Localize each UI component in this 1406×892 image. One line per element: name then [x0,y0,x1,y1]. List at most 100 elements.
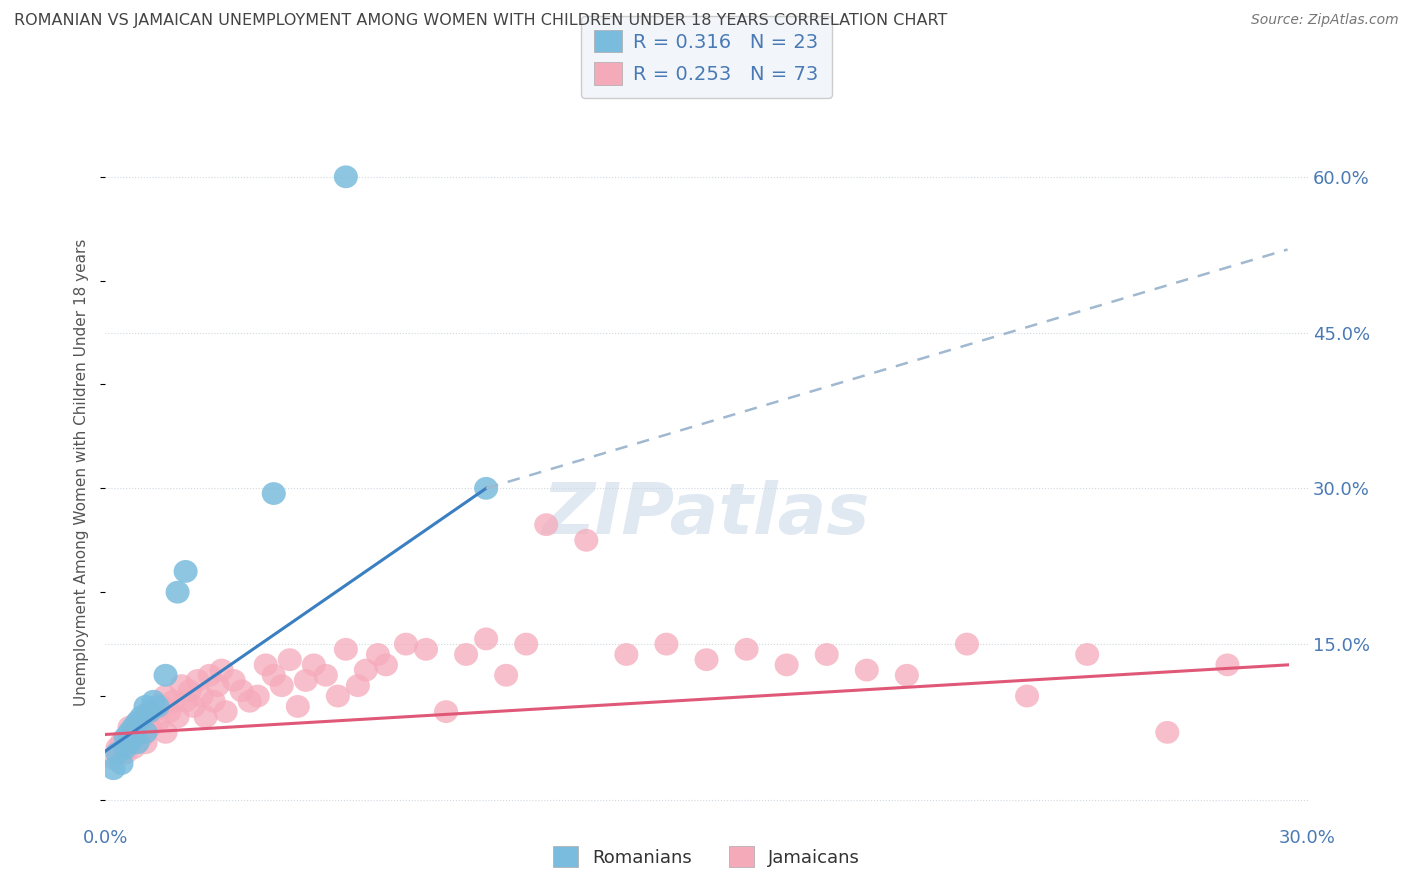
Ellipse shape [1076,643,1099,666]
Ellipse shape [374,654,398,676]
Ellipse shape [205,674,229,697]
Ellipse shape [153,684,177,707]
Ellipse shape [294,669,318,692]
Ellipse shape [142,700,166,723]
Ellipse shape [262,482,285,505]
Ellipse shape [125,711,149,733]
Ellipse shape [270,674,294,697]
Ellipse shape [534,513,558,536]
Ellipse shape [253,654,278,676]
Ellipse shape [138,715,162,739]
Ellipse shape [285,695,309,718]
Ellipse shape [146,711,170,733]
Ellipse shape [118,715,142,739]
Ellipse shape [170,674,194,697]
Ellipse shape [194,706,218,728]
Ellipse shape [314,664,337,687]
Ellipse shape [149,695,173,718]
Ellipse shape [153,721,177,744]
Ellipse shape [146,695,170,718]
Ellipse shape [614,643,638,666]
Ellipse shape [121,715,146,739]
Y-axis label: Unemployment Among Women with Children Under 18 years: Unemployment Among Women with Children U… [75,239,90,706]
Ellipse shape [201,690,225,713]
Ellipse shape [222,669,246,692]
Ellipse shape [654,632,679,656]
Ellipse shape [394,632,418,656]
Ellipse shape [121,721,146,744]
Ellipse shape [125,711,149,733]
Ellipse shape [177,680,201,702]
Ellipse shape [166,581,190,604]
Ellipse shape [118,726,142,749]
Ellipse shape [354,658,378,681]
Ellipse shape [181,695,205,718]
Ellipse shape [302,654,326,676]
Ellipse shape [105,737,129,759]
Ellipse shape [855,658,879,681]
Ellipse shape [166,706,190,728]
Ellipse shape [114,742,138,764]
Ellipse shape [775,654,799,676]
Text: ROMANIAN VS JAMAICAN UNEMPLOYMENT AMONG WOMEN WITH CHILDREN UNDER 18 YEARS CORRE: ROMANIAN VS JAMAICAN UNEMPLOYMENT AMONG … [14,13,948,29]
Ellipse shape [173,560,198,582]
Ellipse shape [494,664,519,687]
Ellipse shape [474,627,498,650]
Ellipse shape [515,632,538,656]
Ellipse shape [118,721,142,744]
Ellipse shape [121,726,146,749]
Ellipse shape [1015,684,1039,707]
Ellipse shape [153,664,177,687]
Ellipse shape [434,700,458,723]
Ellipse shape [186,669,209,692]
Ellipse shape [262,664,285,687]
Ellipse shape [114,737,138,759]
Ellipse shape [142,690,166,713]
Ellipse shape [246,684,270,707]
Ellipse shape [118,731,142,754]
Ellipse shape [105,742,129,764]
Ellipse shape [101,747,125,770]
Ellipse shape [695,648,718,671]
Ellipse shape [333,638,359,661]
Ellipse shape [198,664,222,687]
Ellipse shape [214,700,238,723]
Ellipse shape [346,674,370,697]
Ellipse shape [101,757,125,780]
Ellipse shape [190,684,214,707]
Ellipse shape [134,706,157,728]
Ellipse shape [1215,654,1240,676]
Ellipse shape [1156,721,1180,744]
Ellipse shape [814,643,839,666]
Ellipse shape [134,721,157,744]
Ellipse shape [157,700,181,723]
Ellipse shape [366,643,389,666]
Ellipse shape [474,477,498,500]
Ellipse shape [894,664,920,687]
Ellipse shape [413,638,439,661]
Ellipse shape [125,731,149,754]
Ellipse shape [173,690,198,713]
Ellipse shape [229,680,253,702]
Ellipse shape [134,695,157,718]
Ellipse shape [162,690,186,713]
Ellipse shape [574,529,599,551]
Text: Source: ZipAtlas.com: Source: ZipAtlas.com [1251,13,1399,28]
Ellipse shape [114,726,138,749]
Ellipse shape [129,726,153,749]
Ellipse shape [209,658,233,681]
Ellipse shape [333,165,359,188]
Ellipse shape [110,731,134,754]
Ellipse shape [278,648,302,671]
Ellipse shape [326,684,350,707]
Ellipse shape [454,643,478,666]
Ellipse shape [955,632,979,656]
Text: ZIPatlas: ZIPatlas [543,480,870,549]
Ellipse shape [138,700,162,723]
Ellipse shape [129,706,153,728]
Ellipse shape [121,737,146,759]
Ellipse shape [238,690,262,713]
Ellipse shape [734,638,759,661]
Legend: Romanians, Jamaicans: Romanians, Jamaicans [546,839,868,874]
Ellipse shape [110,752,134,775]
